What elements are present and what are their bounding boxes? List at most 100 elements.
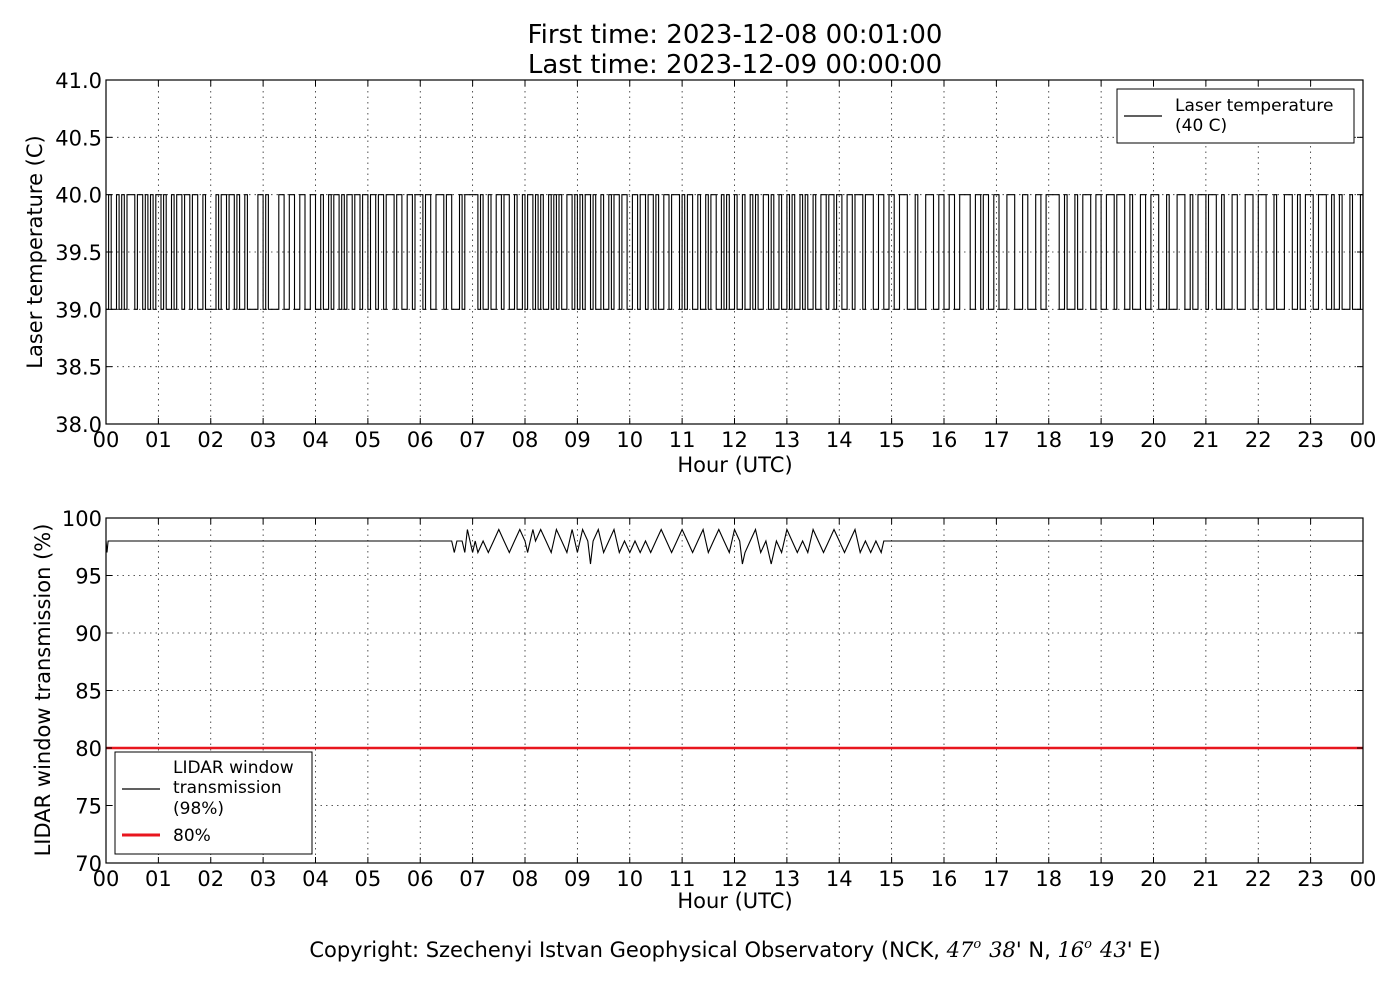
x-tick-label: 02 (197, 428, 224, 452)
x-tick-label: 01 (145, 428, 172, 452)
series-line (106, 194, 1364, 310)
x-tick-label: 16 (931, 867, 958, 891)
x-tick-label: 00 (93, 867, 120, 891)
lidar-transmission-ticks (105, 517, 1364, 864)
x-tick-label: 07 (459, 867, 486, 891)
x-tick-label: 04 (302, 867, 329, 891)
laser-temperature-plot: 00 01 02 03 04 05 06 07 08 09 10 11 12 13 14 15 16 17 18 19… (23, 69, 1376, 477)
y-tick-label: 39.0 (55, 298, 102, 322)
x-tick-label: 00 (1350, 428, 1377, 452)
x-tick-label: 23 (1297, 867, 1324, 891)
laser-temperature-series (106, 194, 1364, 310)
series-line (105, 527, 1363, 565)
lidar-transmission-x-axis-label: Hour (UTC) (677, 889, 792, 913)
y-tick-label: 38.0 (55, 413, 102, 437)
x-tick-label: 22 (1245, 428, 1272, 452)
x-tick-label: 22 (1245, 867, 1272, 891)
legend-label-lidar-line2: transmission (173, 778, 282, 798)
x-tick-label: 10 (616, 428, 643, 452)
x-tick-label: 20 (1140, 428, 1167, 452)
x-tick-label: 21 (1193, 867, 1220, 891)
copyright-lat-deg: 47 (946, 938, 974, 962)
x-tick-label: 18 (1035, 428, 1062, 452)
laser-temperature-x-tick-labels: 00 01 02 03 04 05 06 07 08 09 10 11 12 13 14 15 16 17 18 19… (93, 428, 1377, 452)
legend-box (114, 751, 313, 855)
x-tick-label: 15 (878, 428, 905, 452)
copyright-lon-deg: 16 (1057, 938, 1084, 962)
laser-temperature-y-axis-label: Laser temperature (C) (23, 135, 47, 368)
x-tick-label: 21 (1193, 428, 1220, 452)
laser-temperature-legend: Laser temperature (40 C) (1116, 88, 1355, 144)
y-tick-label: 39.5 (55, 241, 102, 265)
y-tick-label: 41.0 (55, 69, 102, 93)
x-tick-label: 18 (1035, 867, 1062, 891)
x-tick-label: 00 (93, 428, 120, 452)
x-tick-label: 11 (669, 428, 696, 452)
legend-label-lidar-line3: (98%) (173, 799, 224, 819)
title-line-2: Last time: 2023-12-09 00:00:00 (528, 50, 942, 80)
x-tick-label: 14 (826, 428, 853, 452)
x-tick-label: 12 (721, 428, 748, 452)
copyright-text: Copyright: Szechenyi Istvan Geophysical … (309, 937, 1160, 962)
x-tick-label: 00 (1350, 867, 1377, 891)
y-tick-label: 85 (75, 680, 102, 704)
x-tick-label: 13 (774, 428, 801, 452)
x-tick-label: 13 (774, 867, 801, 891)
legend-label-laser-temperature-line2: (40 C) (1175, 116, 1227, 136)
copyright-lon-dir: E) (1139, 938, 1160, 962)
y-tick-label: 90 (75, 622, 102, 646)
x-tick-label: 16 (931, 428, 958, 452)
x-tick-label: 23 (1297, 428, 1324, 452)
laser-temperature-x-axis-label: Hour (UTC) (677, 453, 792, 477)
x-tick-label: 01 (145, 867, 172, 891)
x-tick-label: 03 (250, 428, 277, 452)
lidar-transmission-x-tick-labels: 00 01 02 03 04 05 06 07 08 09 10 11 12 13 14 15 16 17 18 19… (93, 867, 1377, 891)
laser-temperature-ticks (105, 79, 1364, 425)
y-tick-label: 40.5 (55, 126, 102, 150)
title-line-1: First time: 2023-12-08 00:01:00 (528, 20, 943, 50)
x-tick-label: 09 (564, 428, 591, 452)
x-tick-label: 19 (1088, 428, 1115, 452)
x-tick-label: 17 (983, 428, 1010, 452)
copyright-lat-min: 38 (989, 938, 1016, 962)
x-tick-label: 02 (197, 867, 224, 891)
x-tick-label: 19 (1088, 867, 1115, 891)
x-tick-label: 09 (564, 867, 591, 891)
x-tick-label: 10 (616, 867, 643, 891)
x-tick-label: 05 (355, 867, 382, 891)
y-tick-label: 80 (75, 737, 102, 761)
copyright-lat-dir: N, (1028, 938, 1050, 962)
lidar-transmission-plot: 00 01 02 03 04 05 06 07 08 09 10 11 12 13 14 15 16 17 18 19… (31, 507, 1376, 913)
legend-label-laser-temperature-line1: Laser temperature (1175, 96, 1333, 116)
y-tick-label: 95 (75, 565, 102, 589)
lidar-transmission-y-tick-labels: 70 75 80 85 90 95 100 (62, 507, 102, 876)
legend-label-threshold: 80% (173, 826, 211, 846)
y-tick-label: 40.0 (55, 184, 102, 208)
x-tick-label: 05 (355, 428, 382, 452)
x-tick-label: 03 (250, 867, 277, 891)
x-tick-label: 17 (983, 867, 1010, 891)
x-tick-label: 08 (512, 428, 539, 452)
legend-label-lidar-line1: LIDAR window (173, 758, 294, 778)
y-tick-label: 38.5 (55, 356, 102, 380)
x-tick-label: 07 (459, 428, 486, 452)
x-tick-label: 14 (826, 867, 853, 891)
y-tick-label: 100 (62, 507, 102, 531)
lidar-transmission-y-axis-label: LIDAR window transmission (%) (31, 524, 55, 857)
legend-box (1116, 88, 1355, 144)
x-tick-label: 15 (878, 867, 905, 891)
x-tick-label: 12 (721, 867, 748, 891)
degree-sign-lat: o (973, 937, 981, 952)
lidar-transmission-series (105, 527, 1363, 750)
copyright-lon-min: 43 (1099, 938, 1127, 962)
x-tick-label: 04 (302, 428, 329, 452)
x-tick-label: 06 (407, 428, 434, 452)
y-tick-label: 75 (75, 795, 102, 819)
copyright-prefix: Copyright: Szechenyi Istvan Geophysical … (309, 938, 946, 962)
degree-sign-lon: o (1084, 937, 1092, 952)
laser-temperature-y-tick-labels: 38.0 38.5 39.0 39.5 40.0 40.5 41.0 (55, 69, 102, 437)
x-tick-label: 11 (669, 867, 696, 891)
y-tick-label: 70 (75, 852, 102, 876)
x-tick-label: 20 (1140, 867, 1167, 891)
